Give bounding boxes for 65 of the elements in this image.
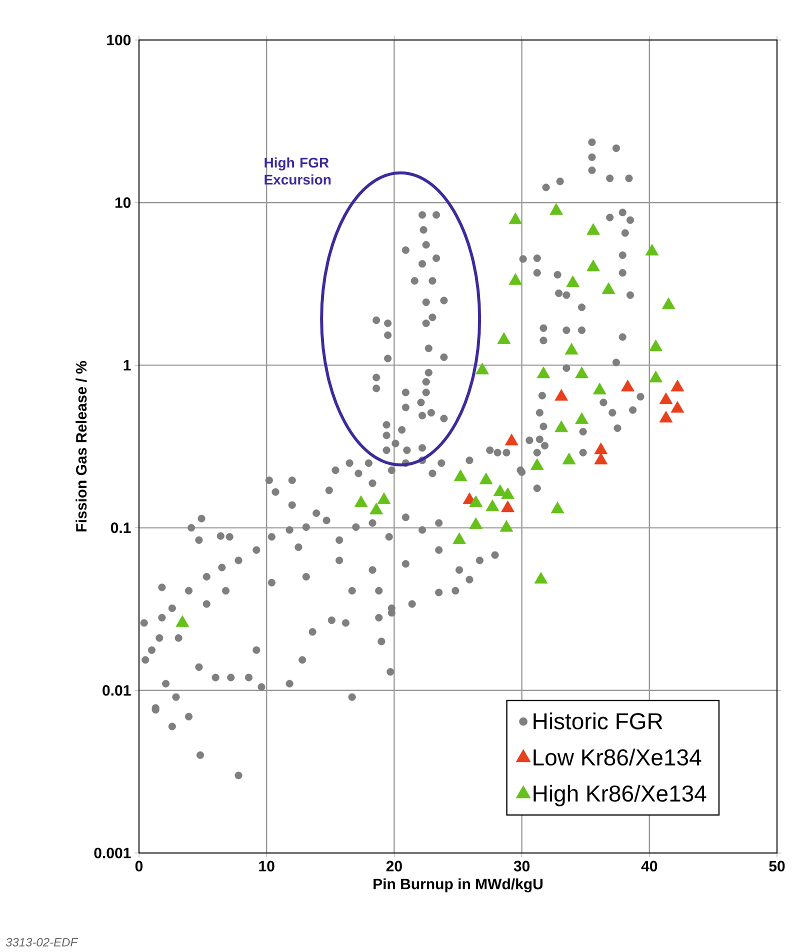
point [454,469,468,482]
point [592,382,606,394]
point [501,500,514,512]
legend-label: High Kr86/Xe134 [534,784,706,806]
point [566,275,580,288]
x-tick-label: 40 [641,860,658,872]
point [508,273,522,285]
point [554,420,568,432]
point [550,203,563,215]
y-axis-title: Fission Gas Release / % [76,361,87,532]
point [501,487,514,500]
point [536,366,550,378]
point [575,366,588,378]
legend-label: Historic FGR [534,712,662,730]
point [594,452,608,464]
point [602,282,616,294]
point [534,572,548,584]
x-tick-label: 20 [386,860,402,872]
point [452,532,466,544]
point [493,484,507,496]
point [645,244,659,256]
y-tick-label: 10 [115,197,131,208]
y-tick-label: 100 [107,34,131,46]
point [500,520,514,532]
x-tick-label: 30 [514,860,530,872]
point [564,342,578,355]
legend-label: Low Kr86/Xe134 [534,748,702,766]
point [370,502,384,514]
point [586,223,600,235]
x-tick-label: 10 [259,860,274,872]
point [497,332,511,344]
point [670,401,684,413]
x-tick-label: 50 [769,860,785,872]
point [586,260,600,272]
point [621,380,634,392]
y-tick-label: 0.1 [110,522,131,534]
point [659,392,673,404]
point [377,492,391,504]
point [554,389,568,401]
point [659,410,673,422]
x-tick-label: 0 [135,860,143,872]
y-tick-label: 0.01 [102,685,131,696]
point [649,370,662,382]
point [469,517,483,529]
point [479,472,493,484]
point [594,442,608,454]
point [575,412,588,424]
point [504,434,518,446]
point [662,297,676,310]
point [550,502,564,514]
point [530,458,544,470]
point [476,362,489,374]
point [176,615,190,627]
point [354,495,368,507]
point [562,452,576,464]
point [486,499,500,512]
text: 3313-02-EDF [6,938,78,946]
y-tick-label: 1 [124,360,131,370]
point [508,212,522,224]
y-tick-label: 0.001 [94,848,131,858]
point [649,340,662,352]
point [670,380,684,392]
point [469,495,483,507]
annotation: High FGR Excursion [264,157,331,185]
x-axis-title: Pin Burnup in MWd/kgU [374,878,542,892]
